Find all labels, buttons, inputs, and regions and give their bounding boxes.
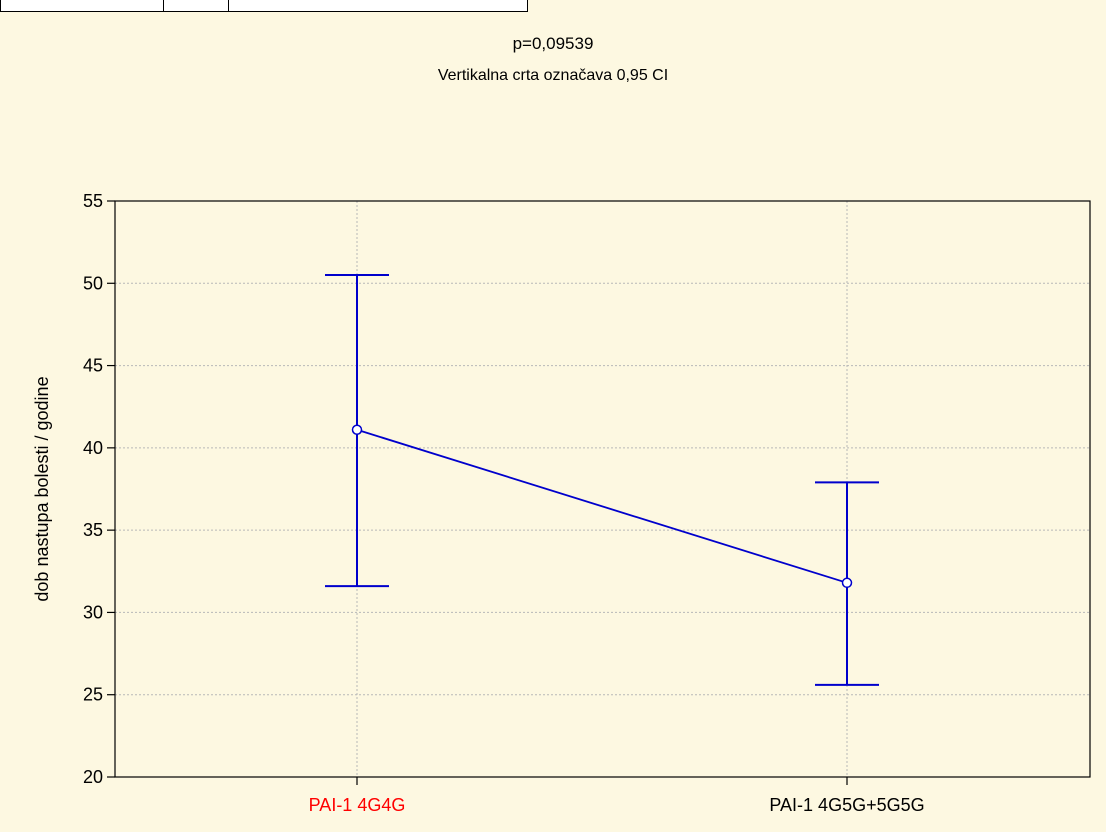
x-category-label: PAI-1 4G5G+5G5G <box>769 795 924 815</box>
mean-line <box>356 428 848 584</box>
y-tick-label: 30 <box>83 602 103 622</box>
chart-title: p=0,09539 <box>512 34 594 53</box>
y-tick-label: 35 <box>83 520 103 540</box>
y-tick-label: 50 <box>83 273 103 293</box>
table-fragment <box>0 0 528 12</box>
y-tick-label: 25 <box>83 685 103 705</box>
y-tick-label: 55 <box>83 191 103 211</box>
y-tick-label: 40 <box>83 438 103 458</box>
y-tick-label: 45 <box>83 356 103 376</box>
series-line <box>351 424 853 589</box>
chart-subtitle: Vertikalna crta označava 0,95 CI <box>437 67 669 84</box>
error-bars <box>325 274 879 686</box>
table-divider <box>228 0 229 11</box>
mean-point <box>841 577 853 589</box>
y-tick-label: 20 <box>83 767 103 787</box>
mean-point <box>351 424 363 436</box>
y-axis: 20 25 30 35 40 45 50 55 <box>83 191 115 787</box>
table-divider <box>163 0 164 11</box>
y-axis-label: dob nastupa bolesti / godine <box>32 376 52 601</box>
x-category-label: PAI-1 4G4G <box>309 795 406 815</box>
plot-frame <box>114 200 1091 778</box>
grid-lines <box>115 201 1090 777</box>
x-axis: PAI-1 4G4G PAI-1 4G5G+5G5G <box>309 777 925 815</box>
